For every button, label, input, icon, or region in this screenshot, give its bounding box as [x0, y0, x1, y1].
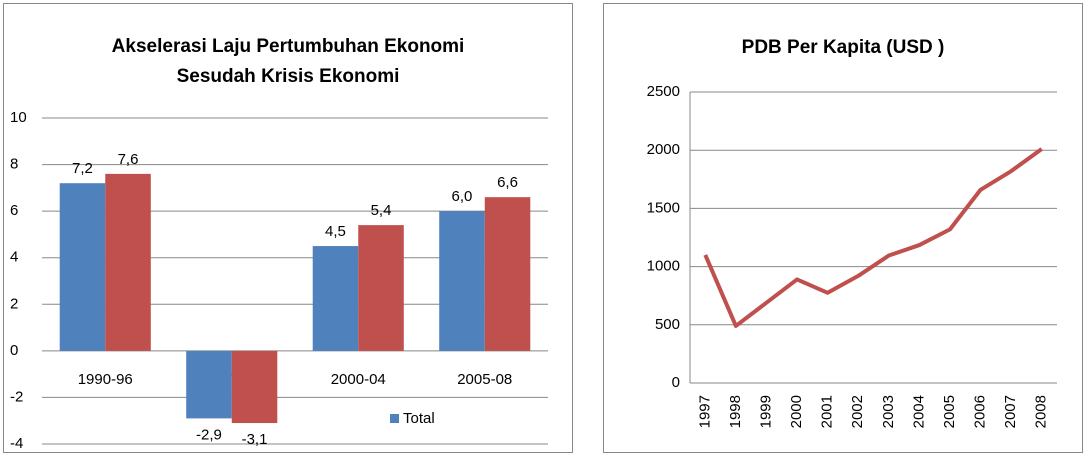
y-tick-label: 2 [10, 295, 18, 312]
y-tick-label: -4 [10, 435, 23, 452]
chart-title: Akselerasi Laju Pertumbuhan Ekonomi [112, 36, 465, 57]
y-tick-label: 1000 [647, 258, 680, 275]
data-label: 6,6 [497, 174, 518, 191]
data-label: 7,6 [118, 151, 139, 168]
y-tick-label: 0 [10, 342, 18, 359]
y-tick-label: 4 [10, 249, 18, 266]
x-tick-label: 2008 [1033, 395, 1050, 428]
data-label: 7,2 [72, 160, 93, 177]
x-tick-label: 2005-08 [457, 371, 512, 388]
legend-swatch [390, 414, 399, 423]
y-tick-label: 6 [10, 202, 18, 219]
chart-title: Sesudah Krisis Ekonomi [177, 66, 400, 87]
bar [186, 350, 232, 419]
bar [105, 173, 151, 351]
y-tick-label: 0 [672, 374, 680, 391]
bar [231, 350, 278, 424]
data-label: 5,4 [371, 202, 392, 219]
y-tick-label: 2000 [647, 141, 680, 158]
x-tick-label: 2000-04 [331, 371, 386, 388]
x-tick-label: 2007 [1002, 395, 1019, 428]
bar [358, 225, 404, 351]
y-tick-label: -2 [10, 388, 23, 405]
x-tick-label: 2003 [880, 395, 897, 428]
data-label: 6,0 [452, 188, 473, 205]
y-tick-label: 10 [10, 109, 27, 126]
x-tick-label: 2004 [910, 395, 927, 428]
y-tick-label: 500 [655, 316, 680, 333]
x-tick-label: 2006 [972, 395, 989, 428]
x-tick-label: 2000 [788, 395, 805, 428]
legend-label: Total [403, 410, 435, 427]
y-tick-label: 2500 [647, 83, 680, 100]
x-tick-label: 2002 [849, 395, 866, 428]
y-tick-label: 8 [10, 156, 18, 173]
x-tick-label: 1997 [696, 395, 713, 428]
chart-frame [603, 3, 1083, 453]
bar [312, 246, 359, 351]
y-tick-label: 1500 [647, 199, 680, 216]
bar [484, 197, 531, 351]
x-tick-label: 1999 [757, 395, 774, 428]
x-tick-label: 2005 [941, 395, 958, 428]
chart-title: PDB Per Kapita (USD ) [742, 37, 945, 58]
data-label: -2,9 [196, 426, 222, 443]
line [703, 147, 1043, 328]
x-tick-label: 2001 [819, 395, 836, 428]
data-label: 4,5 [325, 223, 346, 240]
x-tick-label: 1998 [727, 395, 744, 428]
bar [439, 211, 485, 351]
bar [59, 183, 106, 351]
data-label: -3,1 [242, 431, 268, 448]
x-tick-label: 1990-96 [78, 371, 133, 388]
